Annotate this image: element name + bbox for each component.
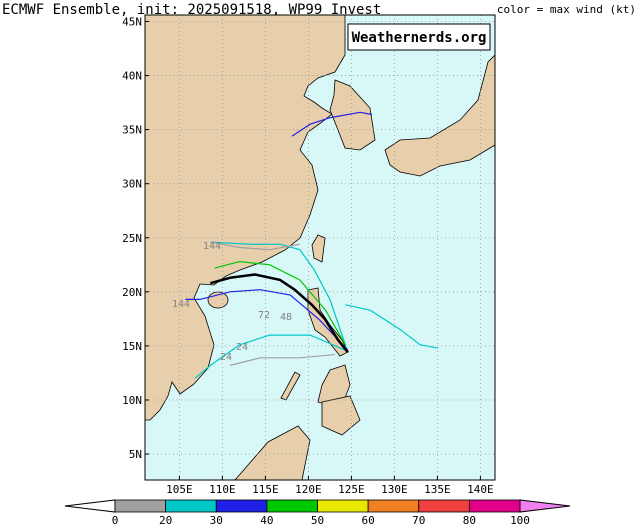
track [185, 289, 349, 351]
watermark: Weathernerds.org [352, 30, 487, 46]
colorbar-label: 20 [159, 514, 172, 527]
colorbar-label: 100 [510, 514, 530, 527]
colorbar-over [519, 499, 571, 513]
colorbar-segment [468, 499, 521, 513]
taiwan [311, 234, 326, 263]
mainland [145, 15, 346, 421]
colorbar-segment [165, 499, 217, 513]
colorbar-segment [266, 499, 318, 513]
track [210, 241, 300, 251]
colorbar-label: 0 [112, 514, 119, 527]
borneo [234, 425, 311, 480]
map-frame [144, 14, 496, 481]
track-label: 48 [280, 312, 292, 323]
colorbar-label: 60 [362, 514, 375, 527]
colorbar-segment [215, 499, 268, 513]
colorbar-segment [367, 499, 420, 513]
x-tick-label: 110E [209, 483, 236, 496]
track-label: 144 [172, 299, 190, 310]
x-tick-label: 105E [166, 483, 193, 496]
colorbar-label: 40 [260, 514, 273, 527]
x-tick-label: 135E [424, 483, 451, 496]
x-tick-label: 140E [467, 483, 494, 496]
colorbar-segment [418, 499, 470, 513]
track-label: 144 [203, 241, 221, 252]
colorbar-label: 80 [463, 514, 476, 527]
track-label: 72 [258, 310, 270, 321]
y-tick-label: 25N [122, 232, 142, 245]
y-tick-label: 30N [122, 178, 142, 191]
colorbar-label: 70 [412, 514, 425, 527]
x-tick-label: 120E [295, 483, 322, 496]
x-tick-label: 130E [381, 483, 408, 496]
y-tick-label: 5N [129, 448, 142, 461]
colorbar-under [64, 499, 116, 513]
colorbar-segment [114, 499, 167, 513]
title: ECMWF Ensemble, init: 2025091518, WP99 I… [2, 2, 381, 18]
x-tick-label: 125E [338, 483, 365, 496]
track-label: 24 [220, 352, 232, 363]
watermark-box [347, 23, 491, 51]
y-tick-label: 45N [122, 15, 142, 28]
palawan [280, 371, 301, 401]
track-label: 24 [236, 342, 248, 353]
track [345, 304, 439, 349]
y-tick-label: 10N [122, 394, 142, 407]
colorbar-label: 50 [311, 514, 324, 527]
y-tick-label: 15N [122, 340, 142, 353]
colorbar-label: 30 [210, 514, 223, 527]
track [229, 353, 336, 366]
y-tick-label: 40N [122, 70, 142, 83]
legend-note: color = max wind (kt) [497, 3, 636, 16]
korea [329, 79, 376, 151]
track [214, 260, 346, 346]
x-tick-label: 115E [252, 483, 279, 496]
track [210, 241, 349, 353]
y-tick-label: 20N [122, 286, 142, 299]
track [194, 334, 346, 379]
colorbar-segment [317, 499, 369, 513]
japan [384, 54, 495, 177]
track [291, 111, 373, 137]
y-tick-label: 35N [122, 124, 142, 137]
track [210, 273, 349, 354]
